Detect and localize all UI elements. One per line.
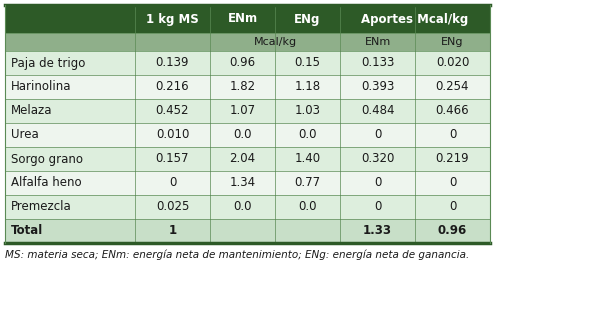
- Text: 1.33: 1.33: [363, 225, 392, 237]
- Text: 0.219: 0.219: [436, 153, 469, 165]
- Text: Sorgo grano: Sorgo grano: [11, 153, 83, 165]
- Bar: [5, 5, 490, 33]
- Text: 0: 0: [449, 129, 456, 142]
- Text: 1 kg MS: 1 kg MS: [146, 12, 199, 26]
- Text: Premezcla: Premezcla: [11, 201, 72, 213]
- Text: ENg: ENg: [441, 37, 464, 47]
- Text: 0: 0: [374, 201, 381, 213]
- Text: 0.452: 0.452: [156, 105, 189, 118]
- Text: 0.484: 0.484: [361, 105, 394, 118]
- Bar: [5, 219, 490, 243]
- Text: 0.0: 0.0: [233, 201, 252, 213]
- Text: 0.020: 0.020: [436, 56, 469, 70]
- Text: ENg: ENg: [295, 12, 320, 26]
- Text: 1.82: 1.82: [229, 80, 256, 94]
- Bar: [5, 123, 490, 147]
- Text: 0.025: 0.025: [156, 201, 189, 213]
- Text: 1: 1: [169, 225, 176, 237]
- Text: 0.77: 0.77: [295, 177, 320, 189]
- Bar: [5, 171, 490, 195]
- Text: 0.010: 0.010: [156, 129, 189, 142]
- Bar: [5, 147, 490, 171]
- Text: 0: 0: [169, 177, 176, 189]
- Text: 0.96: 0.96: [229, 56, 256, 70]
- Text: MS: materia seca; ENm: energía neta de mantenimiento; ENg: energía neta de ganan: MS: materia seca; ENm: energía neta de m…: [5, 249, 469, 260]
- Text: ENm: ENm: [364, 37, 391, 47]
- Text: 1.03: 1.03: [295, 105, 320, 118]
- Text: Melaza: Melaza: [11, 105, 53, 118]
- Text: 0.157: 0.157: [156, 153, 189, 165]
- Text: Total: Total: [11, 225, 43, 237]
- Text: 1.18: 1.18: [295, 80, 320, 94]
- Bar: [5, 75, 490, 99]
- Text: 0.139: 0.139: [156, 56, 189, 70]
- Bar: [5, 51, 490, 75]
- Text: Urea: Urea: [11, 129, 39, 142]
- Bar: [5, 195, 490, 219]
- Bar: [5, 33, 490, 51]
- Text: Alfalfa heno: Alfalfa heno: [11, 177, 82, 189]
- Text: 1.40: 1.40: [295, 153, 320, 165]
- Text: Mcal/kg: Mcal/kg: [253, 37, 296, 47]
- Text: ENm: ENm: [227, 12, 257, 26]
- Text: 0: 0: [374, 177, 381, 189]
- Text: 0.466: 0.466: [436, 105, 469, 118]
- Text: 0.0: 0.0: [298, 201, 317, 213]
- Text: 0.96: 0.96: [438, 225, 467, 237]
- Text: 0.0: 0.0: [298, 129, 317, 142]
- Text: 0: 0: [374, 129, 381, 142]
- Text: 2.04: 2.04: [229, 153, 256, 165]
- Text: 1.34: 1.34: [229, 177, 256, 189]
- Text: 0.393: 0.393: [361, 80, 394, 94]
- Text: Harinolina: Harinolina: [11, 80, 71, 94]
- Text: 0: 0: [449, 177, 456, 189]
- Text: 0.254: 0.254: [436, 80, 469, 94]
- Text: 1.07: 1.07: [229, 105, 256, 118]
- Text: Paja de trigo: Paja de trigo: [11, 56, 85, 70]
- Text: Aportes Mcal/kg: Aportes Mcal/kg: [361, 12, 469, 26]
- Text: 0.320: 0.320: [361, 153, 394, 165]
- Text: 0.216: 0.216: [155, 80, 190, 94]
- Text: 0.0: 0.0: [233, 129, 252, 142]
- Text: 0: 0: [449, 201, 456, 213]
- Text: 0.15: 0.15: [295, 56, 320, 70]
- Bar: [5, 99, 490, 123]
- Text: 0.133: 0.133: [361, 56, 394, 70]
